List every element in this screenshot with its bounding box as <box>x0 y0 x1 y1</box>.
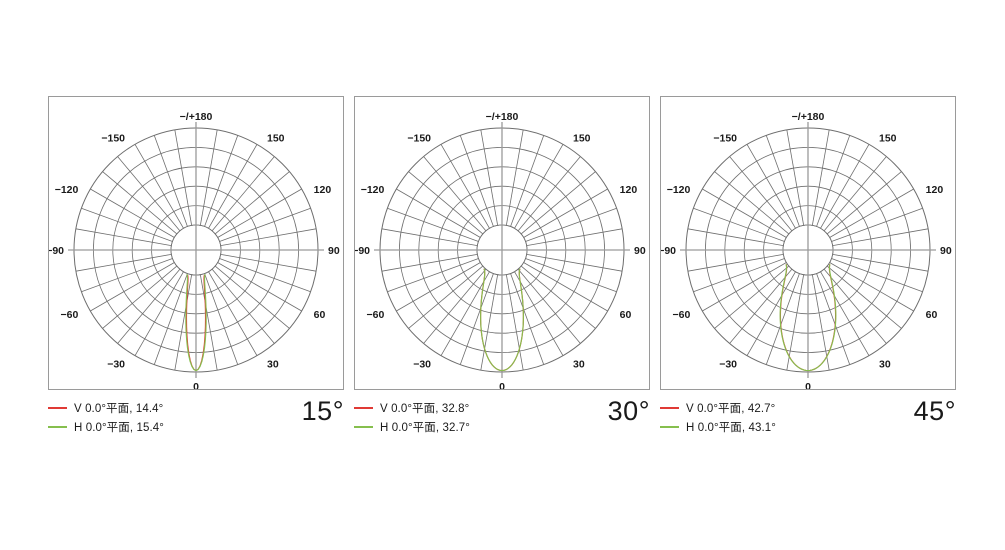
svg-text:90: 90 <box>634 245 646 257</box>
svg-text:0: 0 <box>805 381 811 389</box>
svg-text:−60: −60 <box>673 309 691 321</box>
legend-item: V 0.0°平面, 14.4° <box>48 398 344 417</box>
svg-text:60: 60 <box>620 309 632 321</box>
svg-text:0: 0 <box>499 381 505 389</box>
legend-item: H 0.0°平面, 32.7° <box>354 417 650 436</box>
svg-text:−60: −60 <box>61 309 79 321</box>
legend-label-v: V 0.0°平面, 42.7° <box>686 402 776 415</box>
svg-text:−120: −120 <box>361 184 385 196</box>
legend-swatch-h-icon <box>354 425 373 428</box>
svg-text:120: 120 <box>926 184 944 196</box>
legend-label-v: V 0.0°平面, 32.8° <box>380 402 470 415</box>
polar-plot-30: −/+180 150 120 90 60 30 0 −30 −60 −90 −120 −150 <box>355 111 646 389</box>
legend-label-h: H 0.0°平面, 15.4° <box>74 421 164 434</box>
svg-text:−150: −150 <box>407 132 431 144</box>
svg-text:150: 150 <box>573 132 591 144</box>
svg-text:−120: −120 <box>667 184 691 196</box>
legend-item: H 0.0°平面, 43.1° <box>660 417 956 436</box>
legend-label-h: H 0.0°平面, 32.7° <box>380 421 470 434</box>
legend-swatch-h-icon <box>48 425 67 428</box>
svg-text:120: 120 <box>314 184 332 196</box>
svg-text:90: 90 <box>940 245 952 257</box>
svg-text:−90: −90 <box>49 245 64 257</box>
svg-text:30: 30 <box>267 359 279 371</box>
svg-text:−150: −150 <box>713 132 737 144</box>
svg-text:60: 60 <box>926 309 938 321</box>
svg-text:−/+180: −/+180 <box>180 111 213 123</box>
legend-item: H 0.0°平面, 15.4° <box>48 417 344 436</box>
polar-chart-group: −/+180 150 120 90 60 30 0 −30 −60 −90 −120 −150 −/+… <box>0 96 1005 446</box>
legend-label-v: V 0.0°平面, 14.4° <box>74 402 164 415</box>
legend-panel-45: V 0.0°平面, 42.7° H 0.0°平面, 43.1° <box>660 398 956 446</box>
svg-text:−30: −30 <box>719 359 737 371</box>
svg-text:−120: −120 <box>55 184 79 196</box>
svg-text:150: 150 <box>267 132 285 144</box>
svg-text:−60: −60 <box>367 309 385 321</box>
svg-text:−150: −150 <box>101 132 125 144</box>
legend-swatch-v-icon <box>354 406 373 409</box>
legend-swatch-h-icon <box>660 425 679 428</box>
polar-plot-45: −/+180 150 120 90 60 30 0 −30 −60 −90 −120 −150 <box>661 111 952 389</box>
svg-text:−30: −30 <box>107 359 125 371</box>
polar-panel-15: −/+180 150 120 90 60 30 0 −30 −60 −90 −120 −150 <box>48 96 344 390</box>
polar-panel-45: −/+180 150 120 90 60 30 0 −30 −60 −90 −120 −150 <box>660 96 956 390</box>
panel-angle-title-30: 30° <box>607 396 650 426</box>
legend-item: V 0.0°平面, 32.8° <box>354 398 650 417</box>
polar-plot-15: −/+180 150 120 90 60 30 0 −30 −60 −90 −120 −150 <box>49 111 340 389</box>
svg-text:0: 0 <box>193 381 199 389</box>
legend-panel-30: V 0.0°平面, 32.8° H 0.0°平面, 32.7° <box>354 398 650 446</box>
legend-item: V 0.0°平面, 42.7° <box>660 398 956 417</box>
svg-text:60: 60 <box>314 309 326 321</box>
svg-text:−/+180: −/+180 <box>792 111 825 123</box>
svg-text:−/+180: −/+180 <box>486 111 519 123</box>
svg-text:150: 150 <box>879 132 897 144</box>
svg-text:−90: −90 <box>661 245 676 257</box>
svg-text:30: 30 <box>573 359 585 371</box>
panel-angle-title-45: 45° <box>913 396 956 426</box>
svg-text:−90: −90 <box>355 245 370 257</box>
svg-text:30: 30 <box>879 359 891 371</box>
svg-text:120: 120 <box>620 184 638 196</box>
legend-swatch-v-icon <box>660 406 679 409</box>
svg-text:90: 90 <box>328 245 340 257</box>
legend-panel-15: V 0.0°平面, 14.4° H 0.0°平面, 15.4° <box>48 398 344 446</box>
svg-text:−30: −30 <box>413 359 431 371</box>
legend-label-h: H 0.0°平面, 43.1° <box>686 421 776 434</box>
legend-swatch-v-icon <box>48 406 67 409</box>
polar-panel-30: −/+180 150 120 90 60 30 0 −30 −60 −90 −120 −150 <box>354 96 650 390</box>
panel-angle-title-15: 15° <box>301 396 344 426</box>
